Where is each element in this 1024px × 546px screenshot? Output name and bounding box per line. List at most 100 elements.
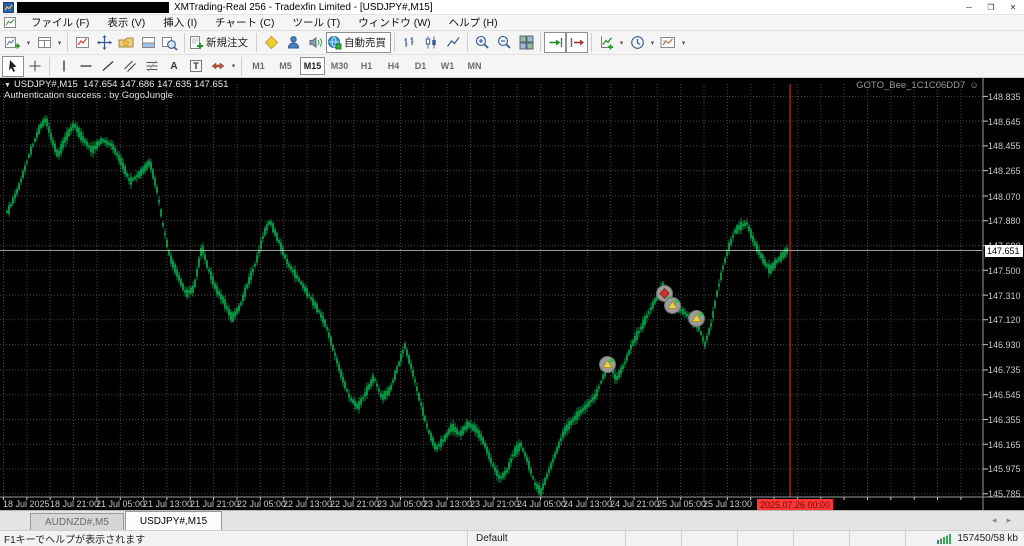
zoom-in-button[interactable]: [471, 32, 493, 53]
menu-insert[interactable]: 挿入 (I): [163, 17, 198, 29]
terminal-button[interactable]: [137, 32, 159, 53]
text-label-button[interactable]: T: [185, 56, 207, 77]
data-window-button[interactable]: [93, 32, 115, 53]
community-button[interactable]: [282, 32, 304, 53]
horizontal-line-icon: [80, 65, 92, 67]
strategy-tester-button[interactable]: [159, 32, 181, 53]
time-tick-label: 22 Jul 13:00: [283, 499, 333, 509]
indicators-icon: [600, 36, 613, 50]
label-tool-icon: T: [190, 60, 202, 72]
periods-dropdown-icon[interactable]: ▾: [650, 39, 655, 47]
toolbar-separator: [540, 33, 541, 52]
bar-chart-button[interactable]: [398, 32, 420, 53]
crosshair-button[interactable]: [24, 56, 46, 77]
auto-trading-button[interactable]: 自動売買: [326, 32, 391, 53]
community-person-icon: [287, 36, 299, 49]
trade-marker-triangle-icon[interactable]: [687, 309, 705, 327]
arrows-button[interactable]: [207, 56, 229, 77]
close-button[interactable]: ✕: [1009, 2, 1017, 12]
status-cell: [626, 530, 682, 546]
arrows-dropdown-icon[interactable]: ▾: [231, 63, 236, 70]
ea-name-text: GOTO_Bee_1C1C06DD7: [856, 80, 966, 91]
toolbar-separator: [467, 33, 468, 52]
navigator-button[interactable]: [115, 32, 137, 53]
timeframe-h4-button[interactable]: H4: [387, 61, 400, 71]
zoom-out-button[interactable]: [493, 32, 515, 53]
tile-windows-icon: [519, 35, 533, 50]
arrow-shapes-icon: [211, 62, 224, 70]
timeframe-m30-button[interactable]: M30: [330, 61, 349, 71]
vertical-line-icon: [63, 60, 65, 72]
line-chart-button[interactable]: [442, 32, 464, 53]
horizontal-line-button[interactable]: [75, 56, 97, 77]
tile-windows-button[interactable]: [515, 32, 537, 53]
profiles-dropdown-icon[interactable]: ▾: [57, 39, 62, 47]
trendline-button[interactable]: [97, 56, 119, 77]
timeframe-d1-button[interactable]: D1: [414, 61, 427, 71]
time-tick-label: 23 Jul 21:00: [470, 499, 520, 509]
chart-shift-button[interactable]: [566, 32, 588, 53]
trade-marker-triangle-icon[interactable]: [663, 296, 681, 314]
market-watch-button[interactable]: [71, 32, 93, 53]
menu-view[interactable]: 表示 (V): [107, 17, 146, 29]
strategy-tester-icon: [162, 36, 178, 51]
status-cell: [794, 530, 850, 546]
tab-scroll-left-icon[interactable]: ◂: [991, 514, 997, 525]
status-help-text: F1キーでヘルプが表示されます: [0, 530, 468, 546]
menu-tools[interactable]: ツール (T): [292, 17, 341, 29]
time-tick-label: 25 Jul 13:00: [703, 499, 753, 509]
cursor-button[interactable]: [2, 55, 24, 77]
ea-smiley-icon[interactable]: ☺: [969, 80, 979, 91]
timeframe-m15-button[interactable]: M15: [300, 57, 325, 75]
status-profile[interactable]: Default: [468, 530, 626, 546]
time-tick-label: 25 Jul 05:00: [657, 499, 707, 509]
timeframe-m1-button[interactable]: M1: [252, 61, 265, 71]
chart-symbol-label: USDJPY#,M15: [13, 79, 78, 90]
news-button[interactable]: [304, 32, 326, 53]
tab-usdjpy[interactable]: USDJPY#,M15: [124, 511, 223, 530]
collapse-icon[interactable]: ▼: [4, 82, 11, 89]
menu-help[interactable]: ヘルプ (H): [448, 17, 498, 29]
trade-marker-diamond-icon[interactable]: [655, 284, 673, 302]
timeframe-mn-button[interactable]: MN: [467, 61, 482, 71]
menu-chart[interactable]: チャート (C): [215, 17, 275, 29]
menu-window[interactable]: ウィンドウ (W): [358, 17, 431, 29]
tab-audnzd[interactable]: AUDNZD#,M5: [30, 513, 124, 530]
price-tick-label: 147.500: [988, 265, 1021, 276]
menu-file[interactable]: ファイル (F): [31, 17, 90, 29]
fibonacci-button[interactable]: [141, 56, 163, 77]
new-chart-dropdown-icon[interactable]: ▾: [26, 39, 31, 47]
new-chart-button[interactable]: [2, 32, 24, 53]
child-window-icon[interactable]: [4, 17, 16, 28]
tab-scroll-right-icon[interactable]: ▸: [1006, 514, 1011, 525]
new-order-button[interactable]: 新規注文: [188, 32, 253, 53]
current-price-marker: 147.651: [985, 244, 1023, 257]
price-tick-label: 148.070: [988, 191, 1021, 202]
timeframe-m5-button[interactable]: M5: [279, 61, 292, 71]
text-button[interactable]: A: [163, 56, 185, 77]
app-logo-icon: [3, 1, 14, 13]
vertical-line-button[interactable]: [53, 56, 75, 77]
periods-button[interactable]: [626, 32, 648, 53]
templates-dropdown-icon[interactable]: ▾: [681, 39, 686, 47]
templates-button[interactable]: [657, 32, 679, 53]
trendline-icon: [102, 60, 114, 72]
chart-window[interactable]: ▼ USDJPY#,M15 147.654 147.686 147.635 147…: [0, 78, 1024, 510]
candlestick-chart-button[interactable]: [420, 32, 442, 53]
minimize-button[interactable]: ─: [966, 2, 972, 12]
metaeditor-button[interactable]: [260, 32, 282, 53]
trade-marker-triangle-icon[interactable]: [598, 355, 616, 373]
channel-button[interactable]: [119, 56, 141, 77]
timeframe-h1-button[interactable]: H1: [360, 61, 373, 71]
indicators-button[interactable]: [595, 32, 617, 53]
auto-scroll-button[interactable]: [544, 32, 566, 53]
maximize-button[interactable]: ❐: [987, 2, 995, 12]
profiles-button[interactable]: [33, 32, 55, 53]
crosshair-icon: [29, 60, 41, 72]
timeframe-w1-button[interactable]: W1: [440, 61, 455, 71]
connection-bars-icon: [937, 534, 952, 544]
chart-plot[interactable]: [0, 78, 1024, 510]
indicators-dropdown-icon[interactable]: ▾: [619, 39, 624, 47]
profiles-icon: [37, 37, 51, 48]
price-tick-label: 147.310: [988, 290, 1021, 301]
